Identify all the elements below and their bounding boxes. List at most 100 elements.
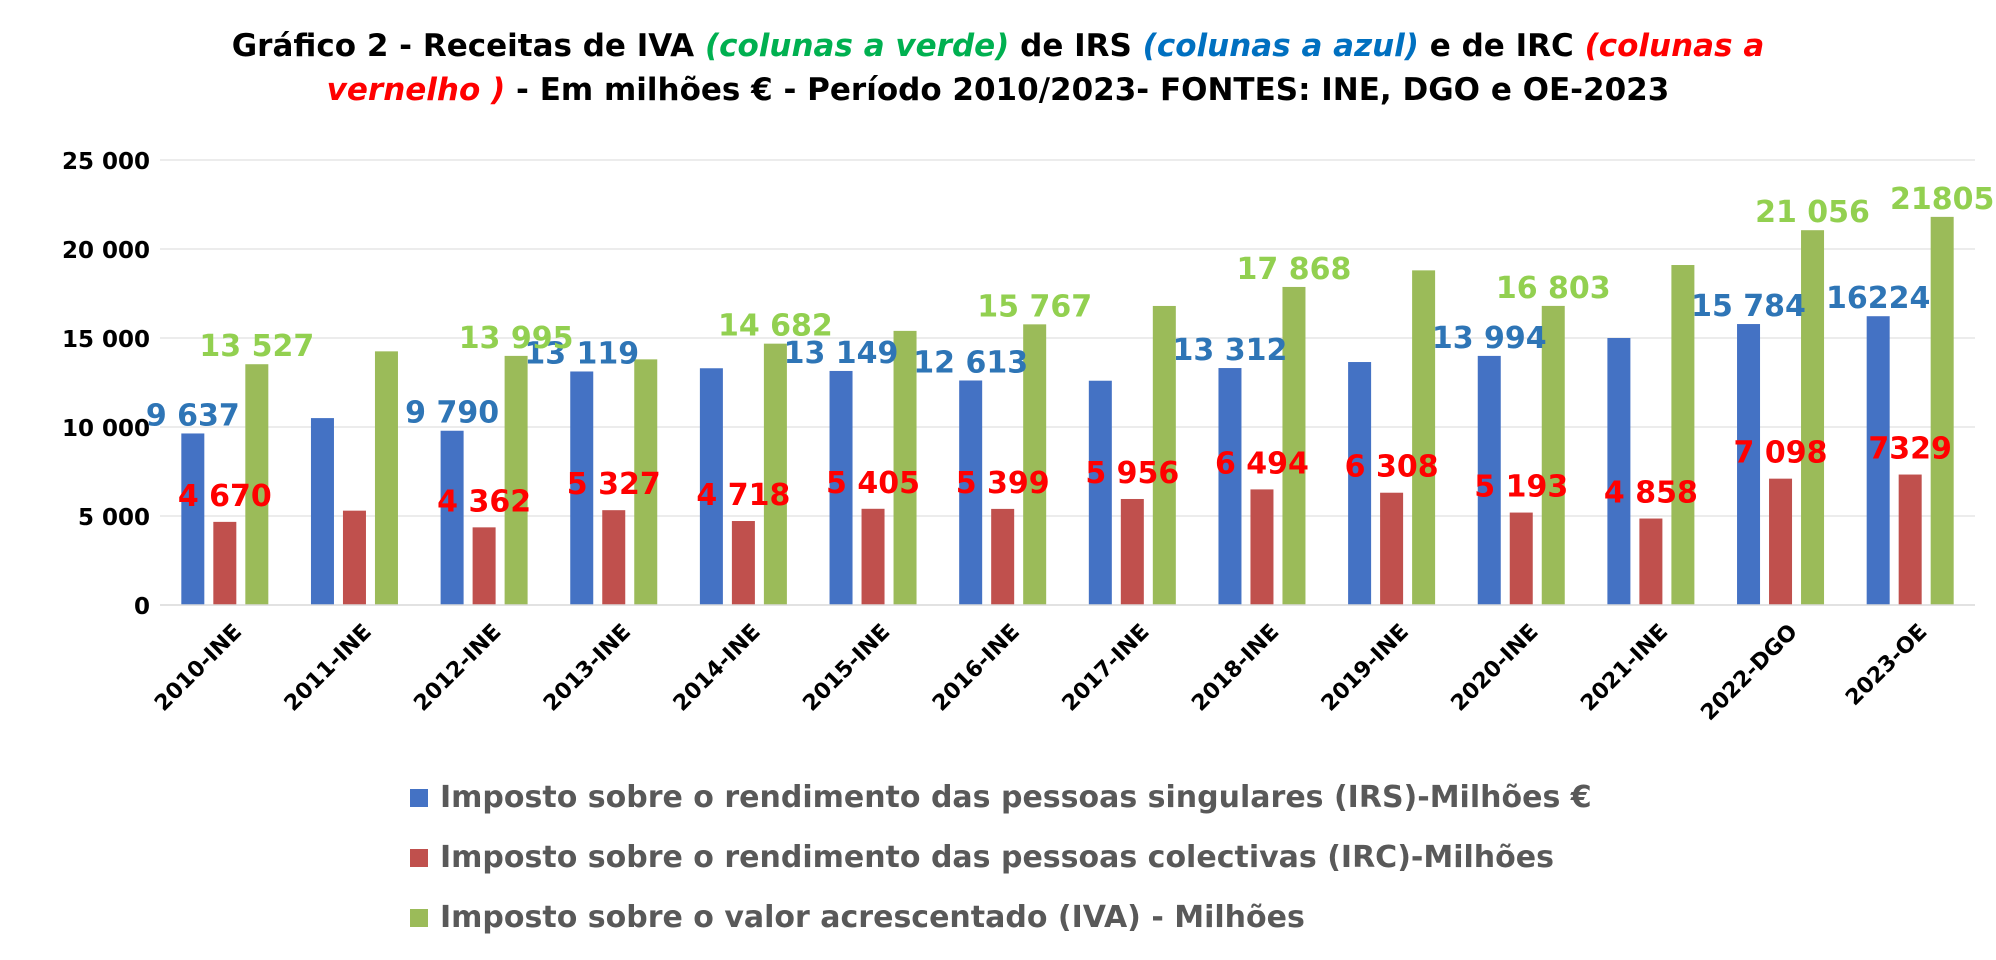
- y-tick-label: 20 000: [62, 238, 150, 264]
- legend-label-irc: Imposto sobre o rendimento das pessoas c…: [440, 840, 1554, 875]
- legend-swatch-irs: [410, 788, 428, 807]
- title-line-2-segment-1: - Em milhões € - Período 2010/2023- FONT…: [505, 72, 1670, 108]
- data-label-irc: 4 362: [437, 484, 531, 519]
- x-tick-label: 2017-INE: [1058, 620, 1155, 717]
- bar-irs: [181, 433, 205, 605]
- bar-irc: [602, 510, 626, 605]
- data-label-irc: 5 399: [956, 466, 1050, 501]
- bar-irc: [342, 510, 366, 605]
- x-tick-label: 2010-INE: [150, 620, 247, 717]
- data-label-irs: 9 790: [405, 396, 499, 431]
- y-tick-label: 5 000: [78, 505, 150, 531]
- bar-irc: [1639, 518, 1663, 605]
- title-line-1-segment-5: (colunas a: [1584, 28, 1765, 64]
- bar-iva: [634, 359, 658, 605]
- bar-irs: [699, 368, 723, 605]
- bar-irc: [1380, 492, 1404, 605]
- bar-irc: [213, 521, 237, 605]
- bar-irs: [829, 370, 853, 605]
- bar-irs: [1607, 338, 1631, 605]
- data-label-irs: 16224: [1826, 281, 1930, 316]
- legend-swatch-iva: [410, 908, 428, 927]
- data-label-irs: 9 637: [146, 398, 240, 433]
- x-tick-label: 2018-INE: [1187, 620, 1284, 717]
- bar-iva: [1541, 305, 1565, 605]
- bar-irc: [861, 508, 885, 605]
- bar-irc: [1120, 498, 1144, 605]
- bar-iva: [504, 355, 528, 605]
- x-tick-label: 2019-INE: [1317, 620, 1414, 717]
- data-label-irc: 5 193: [1474, 470, 1568, 505]
- bar-irc: [1509, 512, 1533, 605]
- x-tick-label: 2020-INE: [1447, 620, 1544, 717]
- x-tick-label: 2013-INE: [539, 620, 636, 717]
- data-label-irc: 7329: [1868, 432, 1952, 467]
- x-tick-label: 2012-INE: [409, 620, 506, 717]
- bar-irs: [1737, 324, 1761, 605]
- title-line-1-segment-4: e de IRC: [1418, 28, 1585, 64]
- data-label-irc: 7 098: [1734, 436, 1828, 471]
- bar-iva: [893, 330, 917, 605]
- title-line-1-segment-2: de IRS: [1009, 28, 1143, 64]
- title-line-1-segment-0: Gráfico 2 - Receitas de IVA: [231, 28, 705, 64]
- y-tick-label: 10 000: [62, 416, 150, 442]
- x-tick-label: 2014-INE: [669, 620, 766, 717]
- bar-irs: [959, 380, 983, 605]
- data-label-irs: 13 312: [1173, 333, 1288, 368]
- title-line-1-segment-3: (colunas a azul): [1142, 28, 1419, 64]
- legend-item-irc: Imposto sobre o rendimento das pessoas c…: [410, 840, 1554, 875]
- bar-iva: [1671, 265, 1695, 605]
- bar-irc: [1769, 478, 1793, 605]
- bar-iva: [763, 343, 787, 605]
- title-line-1-segment-1: (colunas a verde): [704, 28, 1010, 64]
- bar-iva: [1930, 216, 1954, 605]
- legend-item-irs: Imposto sobre o rendimento das pessoas s…: [410, 780, 1592, 815]
- bar-irs: [1348, 362, 1372, 605]
- x-tick-label: 2023-OE: [1841, 620, 1932, 711]
- bar-iva: [1282, 286, 1306, 605]
- chart-title-line-1: Gráfico 2 - Receitas de IVA (colunas a v…: [0, 28, 1996, 64]
- data-label-iva: 13 995: [459, 321, 574, 356]
- x-tick-label: 2015-INE: [798, 620, 895, 717]
- bar-irc: [991, 508, 1015, 605]
- y-tick-label: 15 000: [62, 327, 150, 353]
- y-tick-label: 25 000: [62, 149, 150, 175]
- data-label-irs: 12 613: [913, 345, 1028, 380]
- legend-label-iva: Imposto sobre o valor acrescentado (IVA)…: [440, 900, 1305, 935]
- legend-label-irs: Imposto sobre o rendimento das pessoas s…: [440, 780, 1592, 815]
- data-label-iva: 14 682: [718, 309, 833, 344]
- bar-irs: [1088, 380, 1112, 605]
- data-label-irs: 15 784: [1691, 289, 1806, 324]
- data-label-iva: 15 767: [977, 289, 1092, 324]
- legend-swatch-irc: [410, 848, 428, 867]
- bar-iva: [1023, 324, 1047, 605]
- data-label-iva: 17 868: [1237, 252, 1352, 287]
- data-label-irs: 13 149: [784, 336, 899, 371]
- bar-irs: [1218, 368, 1242, 605]
- bar-irs: [1477, 355, 1501, 605]
- title-line-2-segment-0: vernelho ): [326, 72, 506, 108]
- bar-iva: [245, 364, 269, 605]
- x-tick-label: 2011-INE: [280, 620, 377, 717]
- data-label-irc: 6 308: [1345, 450, 1439, 485]
- data-label-irc: 5 405: [826, 466, 920, 501]
- x-tick-label: 2021-INE: [1576, 620, 1673, 717]
- y-tick-label: 0: [134, 594, 150, 620]
- data-label-irc: 4 718: [696, 478, 790, 513]
- data-label-iva: 13 527: [199, 329, 314, 364]
- bar-irc: [731, 521, 755, 605]
- data-label-irc: 5 956: [1085, 456, 1179, 491]
- bar-irc: [1250, 489, 1274, 605]
- bar-iva: [374, 351, 398, 605]
- legend-item-iva: Imposto sobre o valor acrescentado (IVA)…: [410, 900, 1305, 935]
- bar-irs: [310, 418, 334, 605]
- x-tick-label: 2016-INE: [928, 620, 1025, 717]
- bar-iva: [1152, 305, 1176, 605]
- bar-iva: [1412, 270, 1436, 605]
- data-label-iva: 21805: [1890, 182, 1994, 217]
- x-tick-label: 2022-DGO: [1696, 620, 1802, 726]
- data-label-irc: 6 494: [1215, 446, 1309, 481]
- data-label-irs: 13 119: [524, 336, 639, 371]
